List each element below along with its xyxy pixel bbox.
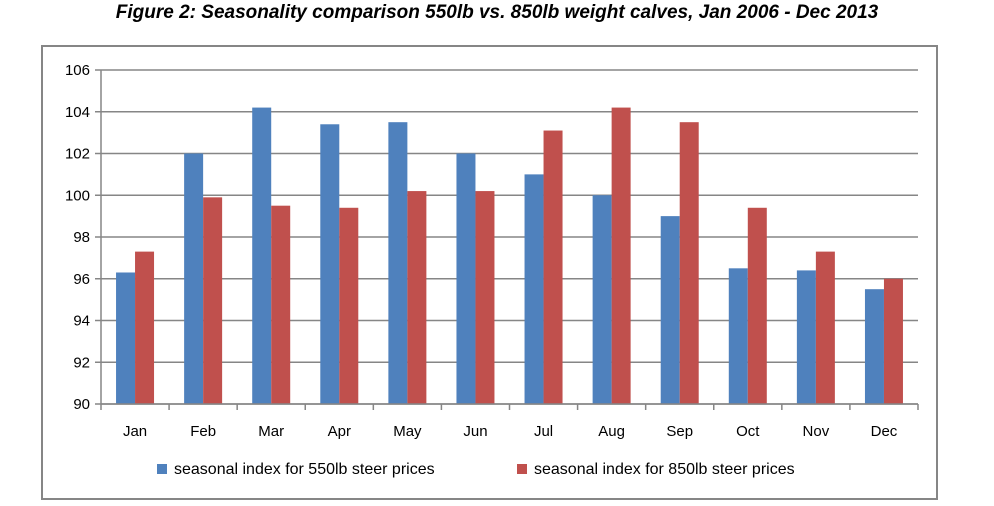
bar-550lb	[320, 124, 340, 405]
y-axis-ticks: 90 92 94 96 98 100 102 104 106	[65, 62, 102, 413]
bar-850lb	[611, 107, 631, 404]
legend: seasonal index for 550lb steer prices sea…	[157, 461, 795, 478]
x-tick-label: Jan	[123, 423, 147, 440]
bar-550lb	[524, 174, 544, 404]
y-tick-label: 98	[73, 229, 90, 246]
x-tick-label: Nov	[803, 423, 830, 440]
legend-label: seasonal index for 550lb steer prices	[174, 461, 435, 478]
bar-550lb	[796, 270, 816, 404]
x-tick-label: Dec	[871, 423, 898, 440]
y-tick-label: 100	[65, 187, 90, 204]
legend-label: seasonal index for 850lb steer prices	[534, 461, 795, 478]
bar-550lb	[660, 216, 680, 404]
bar-550lb	[864, 289, 884, 404]
legend-swatch	[517, 464, 527, 474]
bar-850lb	[271, 205, 291, 404]
bar-550lb	[116, 272, 136, 404]
x-axis: Jan Feb Mar Apr May Jun Jul Aug Sep Oct Nov Dec	[100, 403, 919, 440]
y-tick-label: 92	[73, 354, 90, 371]
x-tick-label: Jun	[463, 423, 487, 440]
bar-850lb	[747, 207, 767, 404]
bar-850lb	[339, 207, 359, 404]
bar-850lb	[203, 197, 223, 404]
x-tick-label: Aug	[598, 423, 625, 440]
x-tick-label: Feb	[190, 423, 216, 440]
bar-550lb	[388, 122, 408, 404]
chart-title: Figure 2: Seasonality comparison 550lb v…	[115, 2, 879, 23]
bar-550lb	[184, 153, 204, 404]
gridlines	[101, 69, 918, 405]
x-tick-label: Oct	[736, 423, 760, 440]
bar-550lb	[728, 268, 748, 404]
y-tick-label: 90	[73, 396, 90, 413]
bar-550lb	[592, 195, 612, 404]
x-tick-label: Mar	[258, 423, 284, 440]
y-tick-label: 104	[65, 104, 90, 121]
y-tick-label: 96	[73, 271, 90, 288]
bar-850lb	[135, 251, 155, 404]
x-tick-label: Jul	[534, 423, 553, 440]
x-tick-label: May	[393, 423, 422, 440]
y-tick-label: 102	[65, 146, 90, 163]
y-tick-label: 94	[73, 313, 90, 330]
bar-850lb	[815, 251, 835, 404]
bars	[116, 107, 903, 405]
bar-550lb	[252, 107, 272, 404]
bar-850lb	[883, 278, 903, 404]
bar-850lb	[543, 130, 563, 404]
bar-850lb	[407, 191, 427, 404]
x-tick-label: Apr	[328, 423, 351, 440]
bar-850lb	[679, 122, 699, 404]
y-tick-label: 106	[65, 62, 90, 79]
bar-550lb	[456, 153, 476, 404]
x-tick-label: Sep	[666, 423, 693, 440]
bar-850lb	[475, 191, 495, 404]
legend-swatch	[157, 464, 167, 474]
